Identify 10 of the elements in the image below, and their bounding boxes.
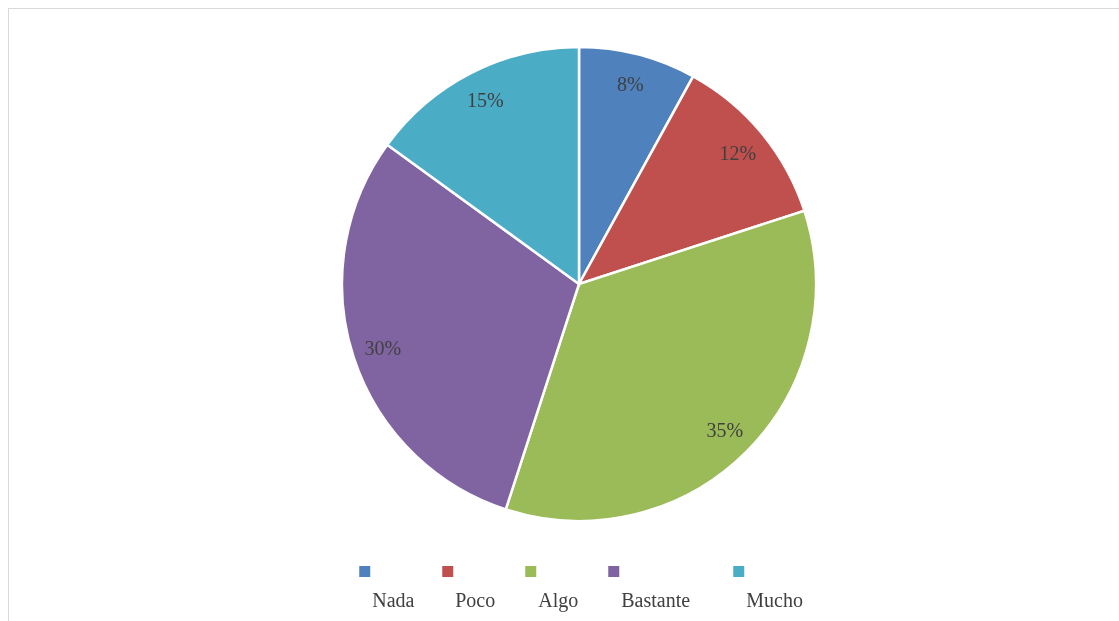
- data-label: 35%: [706, 418, 744, 441]
- legend-label: Mucho: [746, 589, 803, 611]
- data-label: 8%: [616, 73, 644, 96]
- legend-label: Poco: [455, 589, 496, 611]
- legend-label: Algo: [538, 589, 579, 612]
- data-label: 15%: [467, 89, 504, 112]
- legend-label: Bastante: [621, 589, 691, 611]
- data-label: 30%: [364, 336, 402, 359]
- data-label: 12%: [719, 141, 757, 164]
- legend-label: Nada: [372, 589, 415, 611]
